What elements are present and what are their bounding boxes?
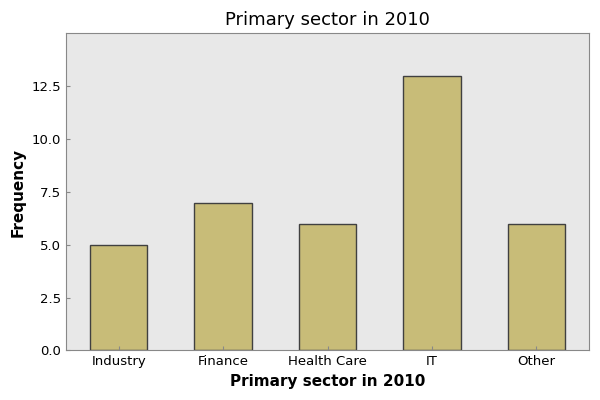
X-axis label: Primary sector in 2010: Primary sector in 2010 xyxy=(230,374,425,389)
Bar xyxy=(90,245,148,350)
Bar xyxy=(403,76,461,350)
Bar xyxy=(299,224,356,350)
Bar xyxy=(508,224,565,350)
Title: Primary sector in 2010: Primary sector in 2010 xyxy=(225,11,430,29)
Bar xyxy=(194,202,252,350)
Y-axis label: Frequency: Frequency xyxy=(11,147,26,236)
